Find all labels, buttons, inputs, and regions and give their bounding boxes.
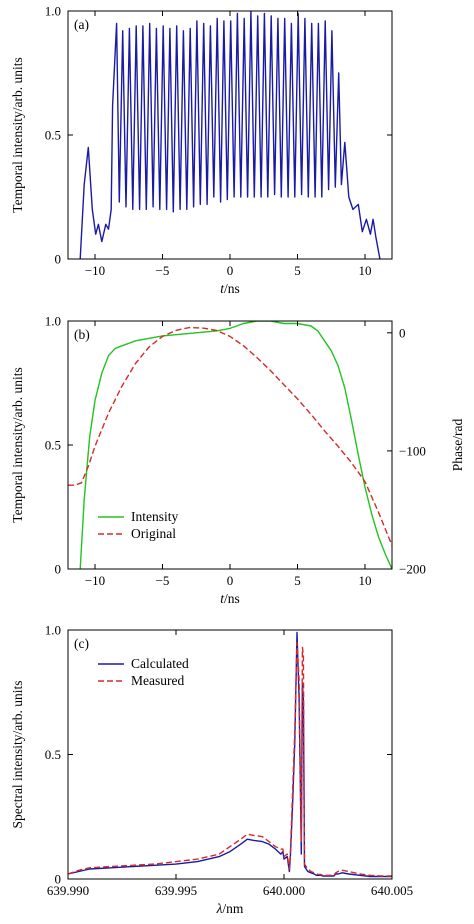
panel-b: −10 −5 0 5 10 0 0.5 1.0 0 −100 −200 Phase/rad t/ns Te… bbox=[10, 314, 465, 607]
x-tick-label: 640.000 bbox=[263, 883, 305, 898]
y-tick-label: 0 bbox=[55, 562, 62, 577]
y-axis-label: Temporal intensity/arb. units bbox=[10, 367, 25, 522]
y-axis-label: Spectral intensity/arb. units bbox=[10, 680, 25, 828]
x-tick-label: 0 bbox=[227, 573, 234, 588]
panel-tag: (a) bbox=[74, 17, 89, 32]
series-line-original bbox=[68, 326, 392, 546]
y2-axis-label: Phase/rad bbox=[450, 419, 465, 472]
y-axis-label: Temporal intensity/arb. units bbox=[10, 57, 25, 212]
y-tick-label: 0 bbox=[55, 252, 62, 267]
y-tick-label: 1.0 bbox=[45, 623, 61, 638]
y-tick-label: 0.5 bbox=[45, 128, 61, 143]
x-tick-label: 0 bbox=[227, 263, 234, 278]
x-tick-label: 640.005 bbox=[371, 883, 413, 898]
y-tick-label: 0.5 bbox=[45, 438, 61, 453]
legend-label: Measured bbox=[131, 673, 184, 688]
y-tick-label: 0 bbox=[55, 872, 62, 887]
x-axis-label: λ/nm bbox=[216, 901, 244, 916]
x-tick-label: 10 bbox=[359, 263, 372, 278]
series-line-intensity bbox=[79, 321, 392, 569]
y-tick-label: 0.5 bbox=[45, 747, 61, 762]
y2-tick-label: −200 bbox=[399, 562, 426, 577]
series-line-measured bbox=[68, 641, 392, 877]
legend-label: Original bbox=[131, 526, 176, 541]
plot-frame bbox=[67, 320, 393, 570]
panel-c: 639.990 639.995 640.000 640.005 0 0.5 1.0 λ/nm S… bbox=[10, 623, 413, 917]
series-line-series bbox=[79, 11, 381, 259]
legend-label: Calculated bbox=[131, 656, 189, 671]
x-tick-label: −5 bbox=[156, 573, 170, 588]
x-tick-label: 639.990 bbox=[47, 883, 89, 898]
y-tick-label: 1.0 bbox=[45, 4, 61, 19]
legend-label: Intensity bbox=[131, 509, 178, 524]
x-tick-label: −10 bbox=[85, 573, 105, 588]
y2-tick-label: 0 bbox=[399, 325, 406, 340]
x-tick-label: 639.995 bbox=[155, 883, 197, 898]
x-tick-label: −10 bbox=[85, 263, 105, 278]
x-tick-label: 5 bbox=[294, 573, 301, 588]
panel-tag: (b) bbox=[74, 327, 90, 342]
x-tick-label: 5 bbox=[294, 263, 301, 278]
x-tick-label: −5 bbox=[156, 263, 170, 278]
plot-frame bbox=[67, 629, 393, 880]
x-axis-label: t/ns bbox=[220, 591, 240, 606]
panel-a: −10 −5 0 5 10 0 0.5 1.0 t/ns Temporal intensity/a… bbox=[10, 4, 393, 296]
y-tick-label: 1.0 bbox=[45, 314, 61, 329]
x-axis-label: t/ns bbox=[220, 281, 240, 296]
panel-tag: (c) bbox=[74, 636, 89, 651]
y2-tick-label: −100 bbox=[399, 443, 426, 458]
x-tick-label: 10 bbox=[359, 573, 372, 588]
series-line-calculated bbox=[68, 631, 392, 878]
